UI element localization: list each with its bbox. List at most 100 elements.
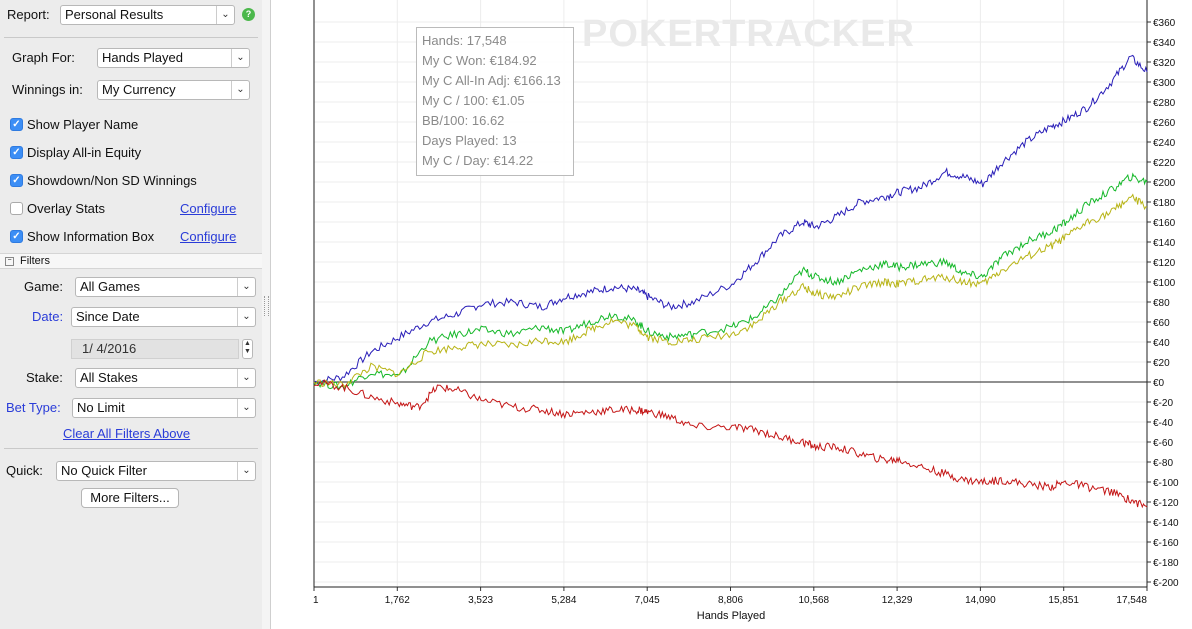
y-tick-label: €260 <box>1153 118 1176 129</box>
y-tick-label: €200 <box>1153 178 1176 189</box>
y-tick-label: €340 <box>1153 38 1176 49</box>
overlay-stats-label: Overlay Stats <box>27 201 106 216</box>
information-box: Hands: 17,548 My C Won: €184.92 My C All… <box>416 27 574 176</box>
y-tick-label: €-200 <box>1153 578 1179 589</box>
y-tick-label: €80 <box>1153 298 1170 309</box>
help-icon[interactable]: ? <box>242 8 255 21</box>
show-info-box-label: Show Information Box <box>27 229 155 244</box>
collapse-box-icon[interactable]: − <box>5 257 14 266</box>
y-tick-label: €280 <box>1153 98 1176 109</box>
y-tick-label: €-100 <box>1153 478 1179 489</box>
splitter-grip[interactable] <box>264 296 269 316</box>
stake-label: Stake: <box>26 370 63 385</box>
clear-filters-link[interactable]: Clear All Filters Above <box>63 426 191 441</box>
y-tick-label: €-120 <box>1153 498 1179 509</box>
configure-info-box-link[interactable]: Configure <box>180 229 237 244</box>
y-tick-label: €-140 <box>1153 518 1179 529</box>
showdown-winnings-label: Showdown/Non SD Winnings <box>27 173 197 188</box>
stake-value: All Stakes <box>80 370 138 385</box>
winnings-in-label: Winnings in: <box>12 82 83 97</box>
x-tick-label: 12,329 <box>882 595 913 606</box>
info-hands: Hands: 17,548 <box>422 33 507 48</box>
more-filters-button[interactable]: More Filters... <box>81 488 179 508</box>
series-line-0 <box>313 54 1148 386</box>
game-label: Game: <box>24 279 64 294</box>
game-select[interactable]: All Games ⌄ <box>75 277 256 297</box>
y-tick-label: €-40 <box>1153 418 1173 429</box>
game-value: All Games <box>80 279 140 294</box>
bet-type-label: Bet Type: <box>6 400 61 415</box>
y-tick-label: €-160 <box>1153 538 1179 549</box>
y-tick-label: €-60 <box>1153 438 1173 449</box>
y-tick-label: €320 <box>1153 58 1176 69</box>
y-tick-label: €-20 <box>1153 398 1173 409</box>
divider <box>4 448 258 449</box>
info-per-100: My C / 100: €1.05 <box>422 93 525 108</box>
configure-overlay-link[interactable]: Configure <box>180 201 237 216</box>
winnings-in-value: My Currency <box>102 82 176 97</box>
series-line-2 <box>313 193 1148 388</box>
filters-header[interactable]: − Filters <box>0 253 262 269</box>
y-tick-label: €20 <box>1153 358 1170 369</box>
chevron-down-icon: ⌄ <box>237 278 255 296</box>
y-tick-label: €40 <box>1153 338 1170 349</box>
display-all-in-equity-checkbox[interactable]: ✓ <box>10 146 23 159</box>
quick-filter-select[interactable]: No Quick Filter ⌄ <box>56 461 256 481</box>
winnings-in-select[interactable]: My Currency ⌄ <box>97 80 250 100</box>
series-line-3 <box>313 379 1148 509</box>
filters-title: Filters <box>20 255 50 267</box>
date-select[interactable]: Since Date ⌄ <box>71 307 256 327</box>
x-tick-label: 1 <box>313 595 319 606</box>
show-player-name-label: Show Player Name <box>27 117 139 132</box>
watermark: POKERTRACKER <box>582 13 915 55</box>
x-tick-label: 1,762 <box>385 595 410 606</box>
graph-for-label: Graph For: <box>12 50 75 65</box>
stake-select[interactable]: All Stakes ⌄ <box>75 368 256 388</box>
x-tick-label: 10,568 <box>799 595 830 606</box>
report-value: Personal Results <box>65 7 164 22</box>
showdown-winnings-checkbox[interactable]: ✓ <box>10 174 23 187</box>
x-tick-label: 15,851 <box>1048 595 1079 606</box>
y-tick-label: €-180 <box>1153 558 1179 569</box>
chevron-down-icon: ⌄ <box>231 81 249 99</box>
date-value: Since Date <box>76 309 140 324</box>
show-info-box-checkbox[interactable]: ✓ <box>10 230 23 243</box>
chevron-down-icon: ⌄ <box>237 369 255 387</box>
bet-type-select[interactable]: No Limit ⌄ <box>72 398 256 418</box>
series-line-1 <box>313 172 1148 391</box>
series-lines <box>313 54 1148 509</box>
x-tick-label: 14,090 <box>965 595 996 606</box>
y-tick-label: €60 <box>1153 318 1170 329</box>
report-select[interactable]: Personal Results ⌄ <box>60 5 235 25</box>
y-tick-label: €120 <box>1153 258 1176 269</box>
stepper-icon[interactable]: ▲ ▼ <box>242 339 253 359</box>
x-tick-label: 17,548 <box>1116 595 1147 606</box>
graph-for-select[interactable]: Hands Played ⌄ <box>97 48 250 68</box>
y-tick-label: €300 <box>1153 78 1176 89</box>
x-tick-labels: 1 1,762 3,523 5,284 7,045 8,806 10,568 12,329 14… <box>313 595 1147 606</box>
chevron-down-icon: ⌄ <box>237 399 255 417</box>
info-per-day: My C / Day: €14.22 <box>422 153 534 168</box>
y-tick-label: €0 <box>1153 378 1165 389</box>
y-tick-label: €160 <box>1153 218 1176 229</box>
info-all-in-adj: My C All-In Adj: €166.13 <box>422 73 561 88</box>
y-tick-label: €360 <box>1153 18 1176 29</box>
y-tick-label: €140 <box>1153 238 1176 249</box>
x-tick-label: 5,284 <box>551 595 576 606</box>
results-chart: POKERTRACKER €360 €340 €320 €300 €280 €260 €24… <box>313 0 1179 622</box>
overlay-stats-checkbox[interactable] <box>10 202 23 215</box>
quick-filter-value: No Quick Filter <box>61 463 147 478</box>
chevron-down-icon: ⌄ <box>216 6 234 24</box>
show-player-name-checkbox[interactable]: ✓ <box>10 118 23 131</box>
divider <box>4 37 258 38</box>
x-axis-label: Hands Played <box>697 610 766 622</box>
chevron-down-icon: ⌄ <box>231 49 249 67</box>
x-tick-label: 8,806 <box>718 595 743 606</box>
report-label: Report: <box>7 7 50 22</box>
since-date-field[interactable]: 1/ 4/2016 <box>71 339 239 359</box>
y-tick-label: €-80 <box>1153 458 1173 469</box>
y-tick-label: €240 <box>1153 138 1176 149</box>
x-tick-label: 3,523 <box>468 595 493 606</box>
splitter[interactable] <box>262 0 271 629</box>
y-tick-labels: €360 €340 €320 €300 €280 €260 €240 €220 €200 €180… <box>1153 18 1179 589</box>
